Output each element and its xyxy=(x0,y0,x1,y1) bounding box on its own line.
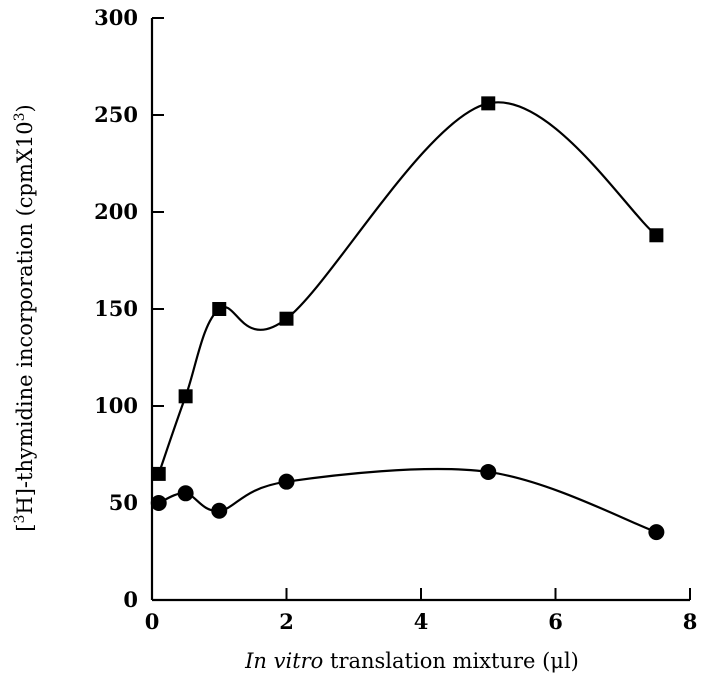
y-axis-title-prefix: [ xyxy=(13,524,37,532)
x-tick-label-2: 4 xyxy=(414,609,429,634)
series-1-point-3 xyxy=(278,473,295,490)
series-1-point-1 xyxy=(177,485,194,502)
series-0-point-3 xyxy=(279,311,294,326)
series-0-point-5 xyxy=(649,228,664,243)
y-axis-title-suffix: ) xyxy=(13,104,37,112)
y-axis-title-main: H]-thymidine incorporation (cpmX10 xyxy=(13,121,37,514)
series-1-point-2 xyxy=(211,502,228,519)
x-tick-label-3: 6 xyxy=(548,609,563,634)
series-0-point-0 xyxy=(151,466,166,481)
x-ticks: 0 2 4 6 8 xyxy=(145,588,698,634)
x-tick-label-4: 8 xyxy=(683,609,698,634)
series-0-line xyxy=(157,101,658,475)
y-tick-label-2: 100 xyxy=(94,393,138,418)
x-tick-label-1: 2 xyxy=(279,609,294,634)
y-tick-label-6: 300 xyxy=(94,5,138,30)
y-axis-title: [3H]-thymidine incorporation (cpmX103) xyxy=(12,104,37,531)
series-1-line xyxy=(158,467,657,534)
y-ticks: 0 50 100 150 200 250 300 xyxy=(94,5,164,612)
series-1-point-4 xyxy=(480,463,497,480)
y-tick-label-0: 0 xyxy=(123,587,138,612)
x-axis-title-italic: In vitro xyxy=(244,649,323,673)
x-tick-label-0: 0 xyxy=(145,609,160,634)
series-0-point-4 xyxy=(481,96,496,111)
x-axis-title: In vitro translation mixture (μl) xyxy=(244,649,579,673)
x-axis-title-rest: translation mixture (μl) xyxy=(323,649,579,673)
y-tick-label-1: 50 xyxy=(109,490,138,515)
y-tick-label-4: 200 xyxy=(94,199,138,224)
y-tick-label-3: 150 xyxy=(94,296,138,321)
series-layer xyxy=(150,96,665,541)
y-tick-label-5: 250 xyxy=(94,102,138,127)
y-axis-title-superscript-end: 3 xyxy=(12,113,28,122)
series-0-point-2 xyxy=(212,302,227,316)
series-1-point-0 xyxy=(150,495,167,511)
series-0-point-1 xyxy=(178,389,193,404)
y-axis-title-superscript: 3 xyxy=(12,515,28,524)
series-1-point-5 xyxy=(648,524,665,541)
